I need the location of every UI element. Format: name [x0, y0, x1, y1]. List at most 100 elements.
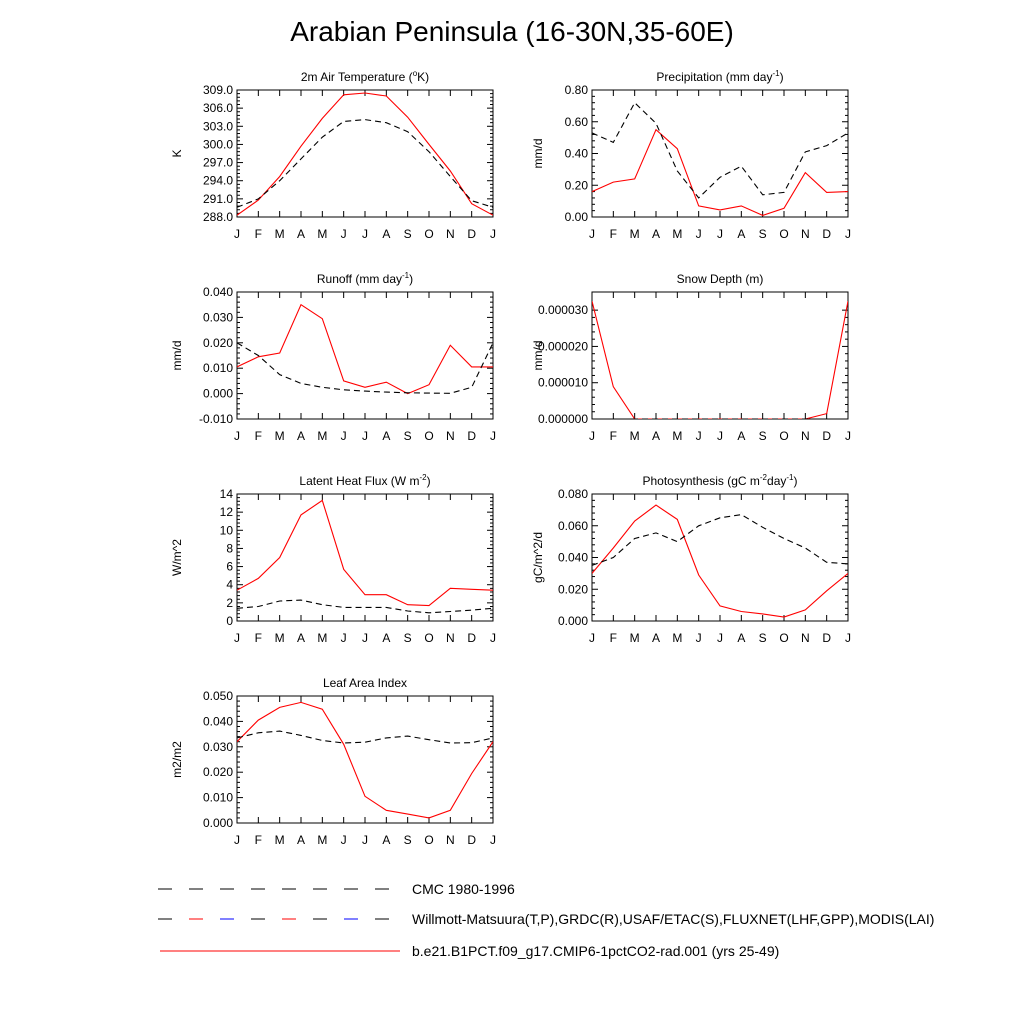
x-tick-label: M [317, 833, 327, 847]
legend-label: Willmott-Matsuura(T,P),GRDC(R),USAF/ETAC… [412, 911, 934, 927]
x-tick-label: A [297, 227, 305, 241]
y-tick-label: 0.040 [558, 551, 588, 565]
y-axis-label: K [170, 149, 184, 157]
x-tick-label: O [779, 429, 788, 443]
series-model-line [592, 504, 848, 618]
x-tick-label: J [362, 631, 368, 645]
panel-runoff: Runoff (mm day-1) -0.010 0.000 0.010 0.020 0.… [170, 271, 496, 443]
series-obs-line [237, 119, 493, 208]
series-model-line [237, 701, 493, 819]
panel-title: Runoff (mm day-1) [317, 271, 413, 286]
x-tick-label: J [717, 227, 723, 241]
x-tick-label: M [630, 429, 640, 443]
legend-item: b.e21.B1PCT.f09_g17.CMIP6-1pctCO2-rad.00… [160, 943, 779, 959]
x-tick-label: S [759, 429, 767, 443]
x-tick-label: F [255, 227, 262, 241]
x-tick-label: J [234, 429, 240, 443]
x-tick-label: N [446, 631, 455, 645]
series-obs-line [237, 342, 493, 394]
x-tick-label: D [822, 227, 831, 241]
legend-item: Willmott-Matsuura(T,P),GRDC(R),USAF/ETAC… [158, 911, 934, 927]
x-tick-label: J [490, 429, 496, 443]
y-tick-label: 0.00 [565, 210, 589, 224]
series-model-line [237, 303, 493, 395]
x-tick-label: M [317, 631, 327, 645]
y-tick-label: 12 [220, 505, 234, 519]
x-tick-label: D [467, 833, 476, 847]
y-tick-label: 0.050 [203, 689, 233, 703]
y-axis-label: mm/d [531, 341, 545, 371]
x-tick-label: F [610, 429, 617, 443]
x-tick-label: O [424, 429, 433, 443]
panel-title: Photosynthesis (gC m-2day-1) [643, 473, 798, 488]
x-tick-label: S [404, 227, 412, 241]
y-tick-label: 8 [226, 541, 233, 555]
panel-title: Snow Depth (m) [677, 272, 764, 286]
y-tick-label: 0.000000 [538, 412, 588, 426]
y-tick-label: 306.0 [203, 101, 233, 115]
x-tick-label: J [589, 631, 595, 645]
x-tick-label: F [610, 227, 617, 241]
y-tick-label: 0.000 [558, 614, 588, 628]
y-tick-label: 4 [226, 578, 233, 592]
x-tick-label: J [589, 227, 595, 241]
x-tick-label: O [424, 833, 433, 847]
y-tick-label: 303.0 [203, 119, 233, 133]
y-tick-label: -0.010 [199, 412, 233, 426]
x-tick-label: J [589, 429, 595, 443]
y-tick-label: 0.000 [203, 387, 233, 401]
x-tick-label: J [696, 429, 702, 443]
x-tick-label: O [424, 631, 433, 645]
y-tick-label: 291.0 [203, 192, 233, 206]
x-tick-label: J [490, 833, 496, 847]
x-tick-label: J [341, 833, 347, 847]
panel-title: Precipitation (mm day-1) [656, 69, 783, 84]
y-axis-label: m2/m2 [170, 741, 184, 778]
x-tick-label: N [446, 227, 455, 241]
plot-frame [236, 493, 494, 622]
x-tick-label: F [255, 833, 262, 847]
plot-frame [236, 291, 494, 420]
series-model-line [592, 300, 848, 419]
legend-label: b.e21.B1PCT.f09_g17.CMIP6-1pctCO2-rad.00… [412, 943, 779, 959]
x-tick-label: J [696, 227, 702, 241]
y-tick-label: 0.080 [558, 487, 588, 501]
series-model-line [592, 128, 848, 216]
x-tick-label: J [717, 429, 723, 443]
y-tick-label: 0.020 [203, 336, 233, 350]
x-tick-label: J [234, 833, 240, 847]
series-model-line [237, 92, 493, 216]
x-tick-label: F [255, 631, 262, 645]
x-tick-label: F [610, 631, 617, 645]
y-axis-label: mm/d [170, 341, 184, 371]
x-tick-label: A [382, 631, 390, 645]
x-tick-label: O [424, 227, 433, 241]
x-tick-label: N [446, 833, 455, 847]
x-tick-label: J [845, 227, 851, 241]
x-tick-label: J [362, 429, 368, 443]
y-tick-label: 0.010 [203, 361, 233, 375]
y-tick-label: 0.020 [203, 765, 233, 779]
y-tick-label: 0.20 [565, 178, 589, 192]
x-tick-label: A [737, 631, 745, 645]
panel-snow-depth: Snow Depth (m) 0.000000 0.000010 0.000020 0.… [531, 272, 851, 443]
panel-title: 2m Air Temperature (oK) [301, 69, 429, 84]
x-tick-label: M [275, 631, 285, 645]
x-tick-label: M [630, 227, 640, 241]
plot-frame [591, 89, 849, 218]
page-title: Arabian Peninsula (16-30N,35-60E) [290, 16, 734, 47]
y-tick-label: 0.40 [565, 147, 589, 161]
x-tick-label: J [341, 429, 347, 443]
x-tick-label: J [490, 631, 496, 645]
x-tick-label: D [467, 429, 476, 443]
x-tick-label: M [317, 429, 327, 443]
x-tick-label: M [275, 227, 285, 241]
panel-precipitation: Precipitation (mm day-1) 0.00 0.20 0.40 0.60… [531, 69, 851, 241]
x-tick-label: A [297, 833, 305, 847]
x-tick-label: J [845, 631, 851, 645]
y-tick-label: 2 [226, 596, 233, 610]
y-tick-label: 288.0 [203, 210, 233, 224]
y-tick-label: 14 [220, 487, 234, 501]
y-tick-label: 10 [220, 523, 234, 537]
